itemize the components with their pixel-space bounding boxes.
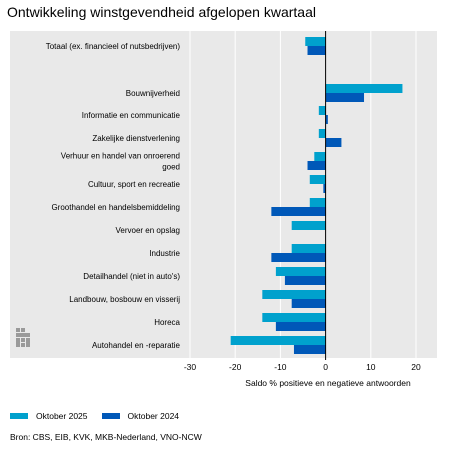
legend-swatch-series-2 (101, 413, 120, 419)
bar-series-1 (230, 336, 326, 345)
category-label: goed (162, 163, 180, 172)
chart-title: Ontwikkeling winstgevendheid afgelopen k… (7, 4, 316, 20)
bar-series-2 (275, 322, 326, 331)
bar-series-1 (309, 198, 326, 207)
category-labels: Totaal (ex. financieel of nutsbedrijven)… (46, 42, 181, 350)
source-note: Bron: CBS, EIB, KVK, MKB-Nederland, VNO-… (10, 432, 202, 442)
category-label: Groothandel en handelsbemiddeling (51, 203, 180, 212)
grid-lines (189, 31, 417, 358)
bar-series-1 (314, 152, 326, 161)
bar-series-2 (325, 115, 328, 124)
category-label: Bouwnijverheid (126, 89, 180, 98)
bar-series-1 (309, 175, 326, 184)
x-tick-labels: -30 -20 -10 0 10 20 (184, 362, 421, 372)
bar-series-1 (262, 290, 326, 299)
category-label: Detailhandel (niet in auto's) (83, 272, 180, 281)
x-tick-label: -10 (274, 362, 287, 372)
x-tick-label: 20 (411, 362, 421, 372)
category-label: Autohandel en -reparatie (92, 341, 181, 350)
x-tick-label: 0 (323, 362, 328, 372)
category-label: Vervoer en opslag (116, 226, 181, 235)
bar-chart: Totaal (ex. financieel of nutsbedrijven)… (10, 31, 437, 388)
legend-item-oktober-2024: Oktober 2024 (101, 411, 180, 421)
category-label: Landbouw, bosbouw en visserij (69, 295, 180, 304)
x-tick-label: 10 (366, 362, 376, 372)
category-label: Horeca (154, 318, 180, 327)
bar-series-2 (307, 161, 326, 170)
bar-series-1 (275, 267, 326, 276)
category-label: Industrie (149, 249, 180, 258)
category-label: Totaal (ex. financieel of nutsbedrijven) (46, 42, 181, 51)
bar-series-1 (305, 37, 326, 46)
bar-series-2 (291, 299, 326, 308)
bar-series-2 (323, 184, 326, 193)
bar-series-2 (271, 253, 326, 262)
x-axis-label: Saldo % positieve en negatieve antwoorde… (245, 378, 411, 388)
category-label: Verhuur en handel van onroerend (61, 152, 180, 161)
bar-series-2 (325, 93, 365, 102)
cbs-logo (16, 328, 30, 347)
legend-label-series-1: Oktober 2025 (36, 411, 88, 421)
bar-series-1 (291, 221, 326, 230)
bar-series-2 (325, 138, 342, 147)
legend-item-oktober-2025: Oktober 2025 (10, 411, 88, 421)
bar-series-1 (291, 244, 326, 253)
category-label: Zakelijke dienstverlening (92, 134, 180, 143)
legend-label-series-2: Oktober 2024 (127, 411, 180, 421)
category-label: Informatie en communicatie (82, 111, 181, 120)
bar-series-2 (307, 46, 326, 55)
x-tick-label: -30 (184, 362, 197, 372)
bar-series-2 (271, 207, 326, 216)
bar-series-1 (318, 106, 326, 115)
bar-series-1 (325, 84, 403, 93)
plot-background (10, 31, 437, 358)
bars (230, 31, 403, 360)
category-label: Cultuur, sport en recreatie (88, 180, 181, 189)
legend: Oktober 2025 Oktober 2024 (10, 411, 193, 421)
bar-series-1 (318, 129, 326, 138)
legend-swatch-series-1 (10, 413, 28, 419)
bar-series-2 (284, 276, 326, 285)
bar-series-1 (262, 313, 326, 322)
x-tick-label: -20 (229, 362, 242, 372)
bar-series-2 (293, 345, 326, 354)
